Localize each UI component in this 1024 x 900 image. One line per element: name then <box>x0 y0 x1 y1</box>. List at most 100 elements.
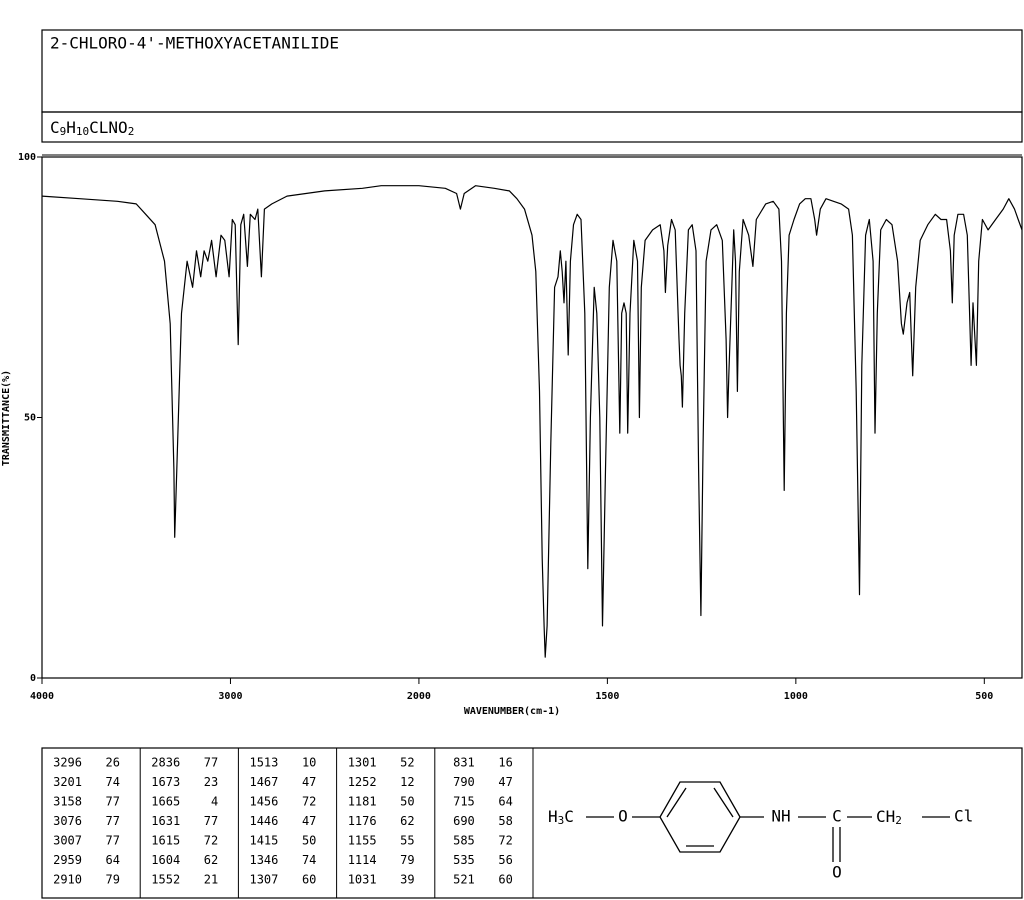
structure <box>586 781 950 862</box>
peak-wavenumber: 1446 <box>249 814 278 828</box>
peak-wavenumber: 2910 <box>53 873 82 887</box>
peak-transmittance: 77 <box>204 814 218 828</box>
peak-wavenumber: 2836 <box>151 756 180 770</box>
peak-transmittance: 50 <box>302 834 316 848</box>
peak-wavenumber: 3076 <box>53 814 82 828</box>
peak-transmittance: 62 <box>204 853 218 867</box>
atom: CH <box>876 807 895 826</box>
peak-wavenumber: 1673 <box>151 775 180 789</box>
formula-part: CLNO <box>89 118 128 137</box>
peak-transmittance: 56 <box>498 853 512 867</box>
peak-wavenumber: 1631 <box>151 814 180 828</box>
peak-wavenumber: 1513 <box>249 756 278 770</box>
formula-part: C <box>50 118 60 137</box>
peak-transmittance: 60 <box>302 873 316 887</box>
peak-transmittance: 77 <box>106 834 120 848</box>
atom: C <box>564 807 574 826</box>
atom: H <box>548 807 558 826</box>
structure-labels: H3C O NH C CH2 Cl O <box>548 807 973 882</box>
peak-transmittance: 72 <box>498 834 512 848</box>
peak-transmittance: 23 <box>204 775 218 789</box>
peak-transmittance: 60 <box>498 873 512 887</box>
spectrum-line <box>41 185 1023 658</box>
peak-wavenumber: 1456 <box>249 795 278 809</box>
peak-wavenumber: 1301 <box>348 756 377 770</box>
peak-transmittance: 21 <box>204 873 218 887</box>
formula-box <box>41 111 1023 143</box>
peak-transmittance: 79 <box>106 873 120 887</box>
x-tick-label: 1000 <box>784 691 808 702</box>
peak-transmittance: 12 <box>400 775 414 789</box>
formula-sub: 2 <box>128 125 135 138</box>
peak-transmittance: 47 <box>498 775 512 789</box>
y-tick-label: 0 <box>30 673 36 684</box>
double-bond <box>713 787 734 818</box>
peak-table: 3296 26 3201 74 3158 77 3076 77 3007 77 2959 64 2910… <box>41 747 1023 899</box>
table-frame <box>41 747 1023 899</box>
peak-wavenumber: 3201 <box>53 775 82 789</box>
y-tick-label: 100 <box>18 152 36 163</box>
peak-transmittance: 39 <box>400 873 414 887</box>
peak-wavenumber: 790 <box>453 775 475 789</box>
y-axis-label: TRANSMITTANCE(%) <box>1 370 12 466</box>
peak-wavenumber: 690 <box>453 814 475 828</box>
peak-wavenumber: 1415 <box>249 834 278 848</box>
compound-title: 2-CHLORO-4'-METHOXYACETANILIDE <box>50 34 339 53</box>
peak-wavenumber: 831 <box>453 756 475 770</box>
formula-sub: 9 <box>60 125 67 138</box>
peak-wavenumber: 1307 <box>249 873 278 887</box>
peak-wavenumber: 535 <box>453 853 475 867</box>
x-tick-label: 500 <box>975 691 993 702</box>
peak-wavenumber: 1031 <box>348 873 377 887</box>
formula-part: H <box>66 118 76 137</box>
peak-wavenumber: 3158 <box>53 795 82 809</box>
peak-transmittance: 74 <box>302 853 316 867</box>
peak-transmittance: 77 <box>106 795 120 809</box>
peak-wavenumber: 1467 <box>249 775 278 789</box>
peak-transmittance: 77 <box>204 756 218 770</box>
peak-transmittance: 58 <box>498 814 512 828</box>
halogen-label: Cl <box>954 807 973 826</box>
atom-sub: 3 <box>558 814 565 827</box>
peak-transmittance: 72 <box>204 834 218 848</box>
peak-wavenumber: 1181 <box>348 795 377 809</box>
peak-transmittance: 62 <box>400 814 414 828</box>
peak-transmittance: 64 <box>106 853 120 867</box>
peak-wavenumber: 1176 <box>348 814 377 828</box>
x-tick-label: 2000 <box>407 691 431 702</box>
peak-wavenumber: 1114 <box>348 853 377 867</box>
peak-wavenumber: 1252 <box>348 775 377 789</box>
peak-transmittance: 16 <box>498 756 512 770</box>
formula: C9H10CLNO2 <box>50 118 134 139</box>
peak-transmittance: 47 <box>302 775 316 789</box>
peak-transmittance: 10 <box>302 756 316 770</box>
peak-wavenumber: 1604 <box>151 853 180 867</box>
x-tick-label: 4000 <box>30 691 54 702</box>
peak-transmittance: 26 <box>106 756 120 770</box>
peak-wavenumber: 1155 <box>348 834 377 848</box>
peak-wavenumber: 521 <box>453 873 475 887</box>
y-tick-label: 50 <box>24 413 36 424</box>
peak-transmittance: 47 <box>302 814 316 828</box>
double-bond <box>666 787 687 818</box>
methylene-label: CH2 <box>876 807 902 828</box>
peak-wavenumber: 1346 <box>249 853 278 867</box>
peak-wavenumber: 1552 <box>151 873 180 887</box>
peak-transmittance: 79 <box>400 853 414 867</box>
formula-sub: 10 <box>76 125 89 138</box>
peak-wavenumber: 3007 <box>53 834 82 848</box>
peak-transmittance: 74 <box>106 775 120 789</box>
peak-transmittance: 50 <box>400 795 414 809</box>
carbonyl-carbon: C <box>832 807 842 826</box>
peak-transmittance: 4 <box>211 795 218 809</box>
peak-wavenumber: 1615 <box>151 834 180 848</box>
x-tick-label: 3000 <box>218 691 242 702</box>
x-axis-label: WAVENUMBER(cm-1) <box>464 706 560 717</box>
peak-transmittance: 77 <box>106 814 120 828</box>
amine-label: NH <box>771 807 790 826</box>
benzene-ring <box>659 781 741 853</box>
peak-transmittance: 72 <box>302 795 316 809</box>
peak-wavenumber: 715 <box>453 795 475 809</box>
peak-transmittance: 64 <box>498 795 512 809</box>
